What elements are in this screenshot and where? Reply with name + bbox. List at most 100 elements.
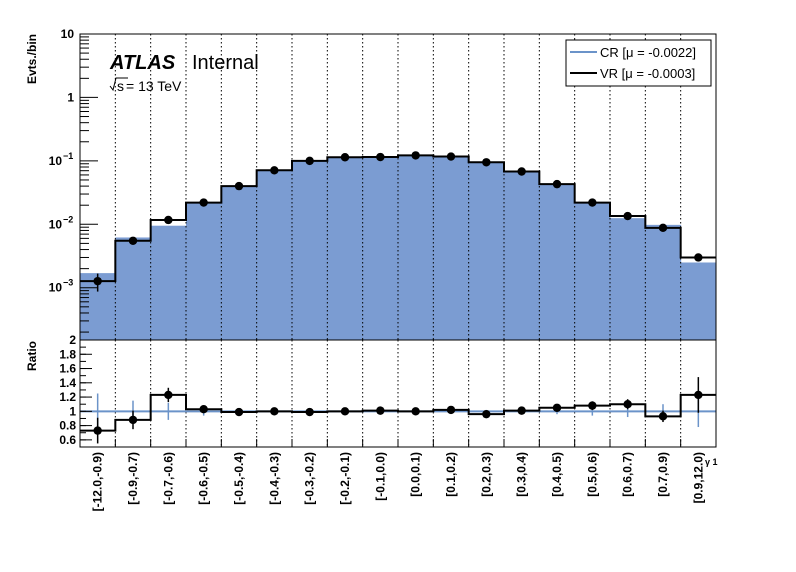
ratio-y-tick-label: 1.8: [59, 347, 76, 361]
ratio-point: [552, 403, 562, 412]
vr-point: [128, 236, 138, 245]
ratio-point: [93, 426, 102, 435]
vr-step-line: [80, 154, 716, 283]
cr-bar: [610, 218, 646, 340]
x-tick-label: [-0.1,0.0): [373, 452, 387, 501]
cr-bar: [398, 155, 434, 340]
vr-point: [694, 253, 703, 262]
y-tick-label: 1: [67, 90, 74, 104]
x-tick-label: [0.1,0.2): [444, 452, 458, 497]
x-tick-label: [0.0,0.1): [409, 452, 423, 497]
x-tick-label: [-12.0,-0.9): [91, 452, 105, 511]
cr-bar: [115, 237, 152, 340]
ratio-y-tick-label: 1.2: [59, 390, 76, 404]
cr-bar: [539, 184, 576, 340]
vr-point: [446, 152, 456, 161]
ratio-point: [623, 400, 632, 409]
cr-bar: [292, 160, 328, 340]
legend-cr-label: CR [μ = -0.0022]: [600, 45, 696, 60]
x-tick-label: [0.3,0.4): [515, 452, 529, 497]
ratio-y-tick-label: 0.6: [59, 433, 76, 447]
energy-sqrt-s: s: [117, 78, 124, 94]
vr-point: [411, 151, 420, 160]
vr-point: [270, 166, 279, 175]
energy-label: s = 13 TeV: [109, 77, 182, 94]
y-tick-exponent: −1: [63, 151, 73, 161]
vr-point: [517, 167, 526, 176]
x-axis-suffix: γ 1: [705, 457, 718, 467]
y-tick-label: 10: [49, 281, 63, 295]
ratio-y-tick-label: 2: [69, 333, 76, 347]
ratio-point: [376, 406, 385, 415]
vr-point: [376, 152, 385, 162]
ratio-axis-title: Ratio: [25, 341, 39, 371]
ratio-point: [446, 405, 456, 415]
ratio-point: [658, 412, 668, 421]
x-tick-label: [0.2,0.3): [479, 452, 493, 497]
ratio-point: [482, 409, 491, 419]
ratio-y-tick-label: 0.8: [59, 419, 76, 433]
cr-bar: [256, 170, 293, 340]
ratio-point: [305, 407, 314, 417]
x-tick-label: [0.6,0.7): [621, 452, 635, 497]
x-tick-label: [0.7,0.9): [656, 452, 670, 497]
x-tick-label: [-0.2,-0.1): [338, 452, 352, 505]
ratio-step-line: [80, 393, 716, 432]
x-tick-label: [-0.7,-0.6): [161, 452, 175, 505]
ratio-point: [340, 407, 350, 416]
vr-point: [199, 198, 208, 207]
vr-point: [482, 158, 491, 167]
legend: CR [μ = -0.0022] VR [μ = -0.0003]: [565, 39, 712, 87]
ratio-y-tick-label: 1: [69, 404, 76, 418]
x-tick-label: [-0.9,-0.7): [126, 452, 140, 505]
ratio-point: [517, 406, 526, 415]
cr-bar: [186, 202, 222, 340]
x-tick-label: [0.9,12.0): [691, 452, 705, 503]
cr-bar: [362, 157, 399, 340]
cr-bar: [221, 186, 258, 340]
cr-bar: [468, 161, 505, 340]
ratio-point: [128, 415, 138, 425]
y-axis-title: Evts./bin: [25, 34, 39, 84]
x-tick-label: [0.5,0.6): [585, 452, 599, 497]
x-tick-label: [-0.3,-0.2): [303, 452, 317, 505]
atlas-label: ATLAS Internal: [109, 52, 259, 74]
ratio-point: [588, 401, 597, 410]
y-tick-label: 10: [49, 154, 63, 168]
vr-point: [234, 181, 244, 191]
y-tick-label: 10: [61, 27, 75, 41]
cr-bar: [504, 171, 540, 340]
y-tick-exponent: −3: [63, 278, 73, 288]
cr-bar: [327, 157, 364, 340]
vr-point: [658, 223, 668, 233]
vr-point: [305, 156, 314, 166]
x-tick-label: [-0.6,-0.5): [197, 452, 211, 505]
ratio-panel: 0.60.811.21.41.61.82 Ratio [-12.0,-0.9) [-0…: [25, 333, 718, 511]
cr-bar: [150, 225, 187, 340]
ratio-y-tick-label: 1.4: [59, 376, 76, 390]
atlas-experiment-label: ATLAS: [109, 52, 176, 74]
energy-value: = 13 TeV: [126, 78, 182, 94]
vr-point: [340, 153, 350, 162]
atlas-status-label: Internal: [192, 52, 259, 74]
ratio-point: [234, 407, 244, 417]
cr-bar: [574, 202, 611, 340]
vr-point: [623, 211, 632, 221]
vr-point: [552, 179, 562, 189]
ratio-point: [164, 390, 173, 400]
ratio-point: [199, 404, 208, 414]
cr-bar: [433, 156, 470, 340]
ratio-point: [411, 407, 420, 416]
ratio-y-tick-label: 1.6: [59, 362, 76, 376]
y-tick-exponent: −2: [63, 214, 73, 224]
ratio-point: [270, 407, 279, 416]
x-tick-label: [-0.4,-0.3): [267, 452, 281, 505]
vr-point: [164, 215, 173, 225]
vr-point: [588, 198, 597, 207]
vr-point: [93, 276, 102, 286]
legend-box: [565, 39, 712, 87]
x-tick-label: [-0.5,-0.4): [232, 452, 246, 505]
x-tick-label: [0.4,0.5): [550, 452, 564, 497]
cr-bar: [680, 262, 717, 340]
